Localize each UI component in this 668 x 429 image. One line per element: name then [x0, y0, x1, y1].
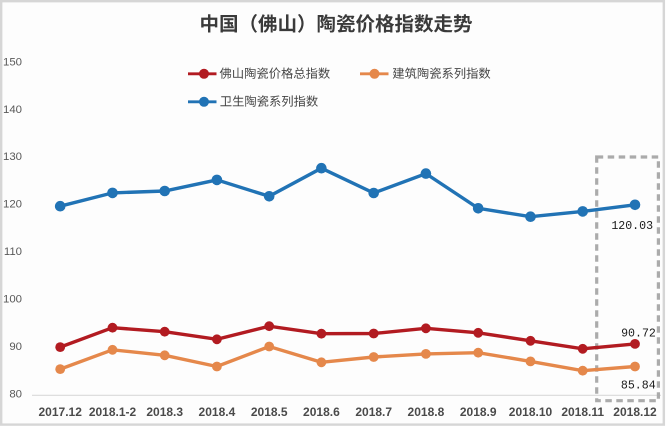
svg-text:90.72: 90.72 — [621, 327, 656, 340]
svg-text:100: 100 — [3, 294, 22, 306]
svg-text:2018.12: 2018.12 — [613, 405, 657, 419]
svg-text:80: 80 — [9, 389, 22, 401]
svg-text:140: 140 — [3, 104, 22, 116]
svg-text:2018.11: 2018.11 — [561, 405, 604, 419]
svg-text:2018.9: 2018.9 — [460, 405, 497, 419]
svg-text:2018.10: 2018.10 — [509, 405, 553, 419]
svg-text:2018.8: 2018.8 — [408, 405, 445, 419]
svg-text:90: 90 — [9, 341, 22, 353]
svg-text:2018.6: 2018.6 — [303, 405, 340, 419]
svg-text:120: 120 — [3, 199, 22, 211]
svg-text:150: 150 — [3, 56, 22, 68]
svg-text:2018.1-2: 2018.1-2 — [89, 405, 137, 419]
svg-text:2018.3: 2018.3 — [146, 405, 183, 419]
svg-text:110: 110 — [4, 246, 22, 258]
svg-text:2018.4: 2018.4 — [199, 405, 236, 419]
svg-text:2018.5: 2018.5 — [251, 405, 288, 419]
svg-text:130: 130 — [3, 151, 22, 163]
svg-text:2017.12: 2017.12 — [39, 405, 83, 419]
svg-text:120.03: 120.03 — [611, 220, 653, 233]
svg-text:2018.7: 2018.7 — [355, 405, 392, 419]
svg-text:85.84: 85.84 — [621, 380, 656, 393]
